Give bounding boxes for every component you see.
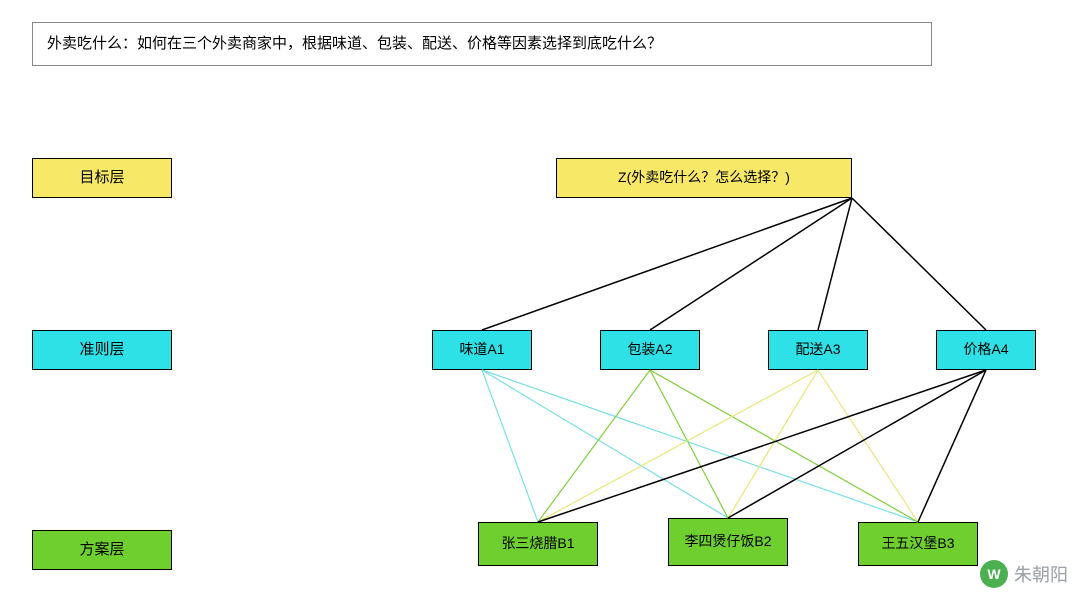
title-box: 外卖吃什么：如何在三个外卖商家中，根据味道、包装、配送、价格等因素选择到底吃什么… [32, 22, 932, 66]
watermark-text: 朱朝阳 [1014, 561, 1068, 587]
layer-label-goal: 目标层 [32, 158, 172, 198]
layer-label-plan-text: 方案层 [79, 541, 124, 560]
wechat-logo-text: W [987, 566, 1000, 582]
watermark: W 朱朝阳 [980, 560, 1068, 588]
plan-node-b2-text: 李四煲仔饭B2 [684, 533, 771, 551]
layer-label-criteria: 准则层 [32, 330, 172, 370]
layer-label-criteria-text: 准则层 [79, 341, 124, 360]
goal-node: Z(外卖吃什么？怎么选择？) [556, 158, 852, 198]
criteria-node-a1-text: 味道A1 [459, 341, 504, 359]
wechat-logo-icon: W [980, 560, 1008, 588]
layer-label-plan: 方案层 [32, 530, 172, 570]
title-text: 外卖吃什么：如何在三个外卖商家中，根据味道、包装、配送、价格等因素选择到底吃什么… [47, 35, 662, 54]
criteria-node-a4: 价格A4 [936, 330, 1036, 370]
plan-node-b3: 王五汉堡B3 [858, 522, 978, 566]
plan-node-b1: 张三烧腊B1 [478, 522, 598, 566]
criteria-node-a3-text: 配送A3 [795, 341, 840, 359]
criteria-node-a1: 味道A1 [432, 330, 532, 370]
layer-label-goal-text: 目标层 [79, 169, 124, 188]
plan-node-b2: 李四煲仔饭B2 [668, 518, 788, 566]
goal-node-text: Z(外卖吃什么？怎么选择？) [618, 169, 790, 187]
plan-node-b3-text: 王五汉堡B3 [881, 535, 954, 553]
edges-layer [0, 0, 1080, 610]
criteria-node-a2: 包装A2 [600, 330, 700, 370]
criteria-node-a2-text: 包装A2 [627, 341, 672, 359]
criteria-node-a4-text: 价格A4 [963, 341, 1008, 359]
criteria-node-a3: 配送A3 [768, 330, 868, 370]
plan-node-b1-text: 张三烧腊B1 [501, 535, 574, 553]
